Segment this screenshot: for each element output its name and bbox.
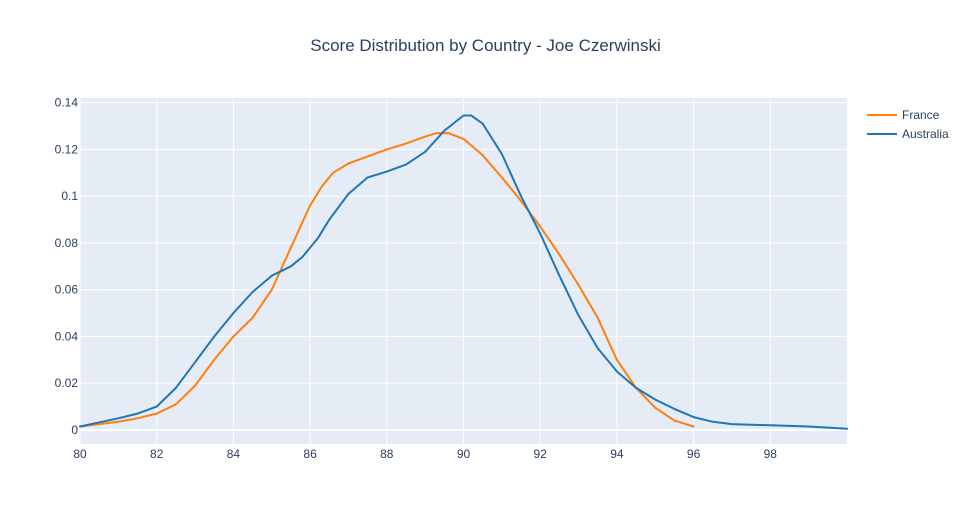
legend-label: France [902,108,940,122]
series-line-australia [79,114,848,430]
y-tick-label: 0.1 [61,189,78,203]
x-tick-label: 86 [303,447,317,461]
y-tick-label: 0.06 [55,283,79,297]
x-tick-label: 82 [150,447,164,461]
y-axis: 0 0.02 0.04 0.06 0.08 0.1 0.12 0.14 [55,96,79,437]
x-tick-label: 98 [764,447,778,461]
y-tick-label: 0.02 [55,376,79,390]
chart-title: Score Distribution by Country - Joe Czer… [310,36,661,55]
legend[interactable]: France Australia [867,108,949,141]
y-tick-label: 0.12 [55,142,79,156]
x-tick-label: 92 [534,447,548,461]
legend-item-france[interactable]: France [867,108,940,122]
y-tick-label: 0.14 [55,96,79,110]
y-tick-label: 0.04 [55,329,79,343]
legend-label: Australia [902,127,949,141]
y-tick-label: 0.08 [55,236,79,250]
x-tick-label: 94 [610,447,624,461]
x-tick-label: 88 [380,447,394,461]
grid [79,98,847,444]
y-tick-label: 0 [71,423,78,437]
x-tick-label: 84 [227,447,241,461]
series-lines [79,114,848,430]
legend-item-australia[interactable]: Australia [867,127,949,141]
x-tick-label: 96 [687,447,701,461]
x-tick-label: 80 [73,447,87,461]
x-tick-label: 90 [457,447,471,461]
series-line-france [79,132,695,428]
x-axis: 80 82 84 86 88 90 92 94 96 98 [73,447,777,461]
